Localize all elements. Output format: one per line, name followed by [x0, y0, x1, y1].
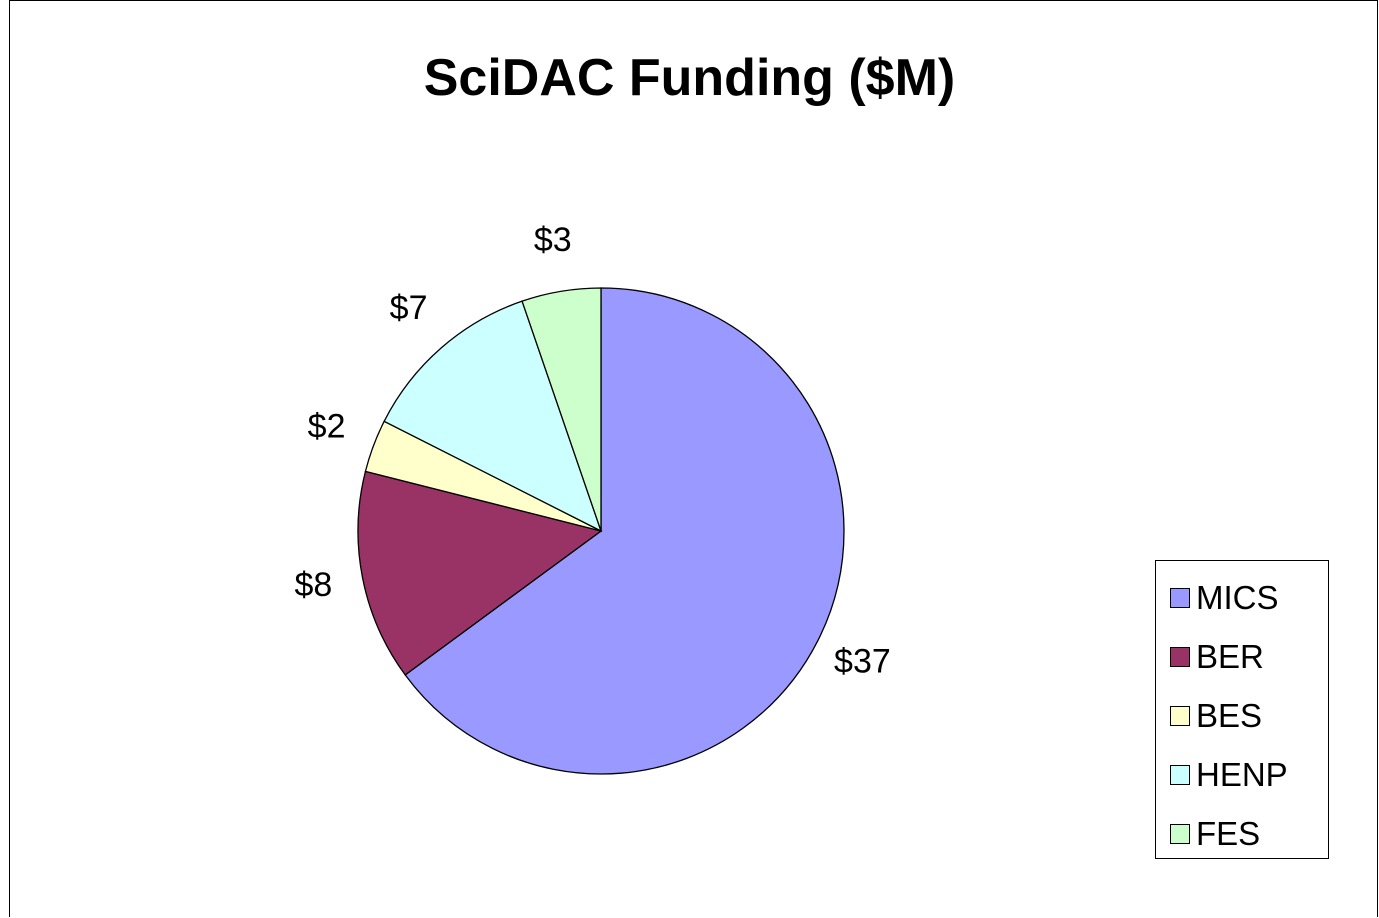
legend-label: HENP	[1196, 756, 1288, 793]
data-label-ber: $8	[294, 566, 332, 604]
pie-slice-mics	[404, 287, 845, 775]
legend-swatch	[1170, 588, 1190, 608]
legend-item-mics: MICS	[1170, 578, 1279, 618]
legend-item-ber: BER	[1170, 637, 1264, 677]
legend-swatch	[1170, 765, 1190, 785]
data-label-bes: $2	[308, 407, 346, 445]
legend-item-henp: HENP	[1170, 755, 1288, 795]
data-label-henp: $7	[390, 289, 428, 327]
legend-swatch	[1170, 647, 1190, 667]
legend-label: FES	[1196, 815, 1261, 852]
legend-swatch	[1170, 824, 1190, 844]
data-label-mics: $37	[834, 642, 891, 680]
pie-slice-fes	[521, 287, 602, 532]
pie-slice-ber	[357, 470, 603, 676]
chart-title: SciDAC Funding ($M)	[423, 49, 956, 107]
legend-label: BES	[1196, 697, 1263, 734]
legend: MICS BER BES HENP FES	[1155, 560, 1329, 859]
legend-item-bes: BES	[1170, 696, 1262, 736]
data-label-fes: $3	[534, 221, 572, 259]
legend-swatch	[1170, 706, 1190, 726]
legend-label: MICS	[1196, 579, 1279, 616]
legend-label: BER	[1196, 638, 1264, 675]
pie-slice-henp	[383, 300, 603, 533]
legend-item-fes: FES	[1170, 814, 1260, 854]
